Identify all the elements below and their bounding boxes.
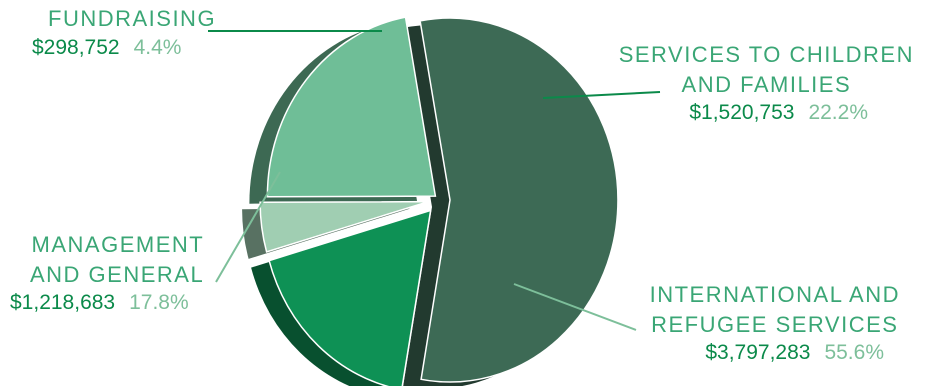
label-services-children-families: SERVICES TO CHILDREN AND FAMILIES $1,520… <box>619 40 914 128</box>
label-international-refugee: INTERNATIONAL AND REFUGEE SERVICES $3,79… <box>650 280 900 368</box>
pie-slice-services <box>266 16 437 198</box>
slice-amount-services: $1,520,753 <box>689 101 795 125</box>
slice-percent-services: 22.2% <box>808 101 868 125</box>
slice-label-services: SERVICES TO CHILDREN AND FAMILIES <box>618 42 914 97</box>
label-fundraising: FUNDRAISING $298,752 4.4% <box>32 4 216 62</box>
slice-label-management: MANAGEMENT AND GENERAL <box>30 232 205 287</box>
slice-amount-international: $3,797,283 <box>705 341 811 365</box>
leader-line-international <box>513 283 637 331</box>
label-management-general: MANAGEMENT AND GENERAL $1,218,683 17.8% <box>10 230 204 318</box>
slice-amount-management: $1,218,683 <box>10 291 116 315</box>
slice-label-fundraising: FUNDRAISING <box>48 6 217 31</box>
leader-line-management <box>215 171 281 283</box>
slice-percent-management: 17.8% <box>129 291 189 315</box>
slice-percent-international: 55.6% <box>824 341 884 365</box>
leader-line-services <box>542 91 661 99</box>
pie-slice-fundraising <box>259 200 429 253</box>
pie-slice-international <box>419 17 619 383</box>
pie-slice-management <box>268 209 432 386</box>
slice-amount-fundraising: $298,752 <box>32 35 120 59</box>
slice-label-international: INTERNATIONAL AND REFUGEE SERVICES <box>649 282 900 337</box>
slice-percent-fundraising: 4.4% <box>133 35 182 59</box>
